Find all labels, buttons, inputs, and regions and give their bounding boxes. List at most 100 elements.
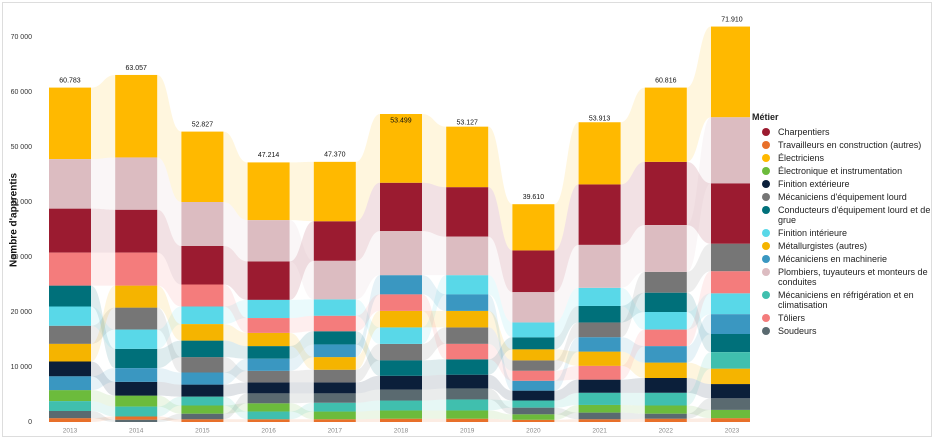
bar-segment [512,204,555,251]
ribbon [355,418,380,422]
ribbon [355,410,380,420]
y-tick-label: 50 000 [11,144,33,151]
legend-swatch [762,154,770,162]
bar-segment [313,382,356,394]
bar-segment [380,310,422,328]
ribbon [620,404,645,414]
ribbon [422,410,447,419]
y-tick-label: 10 000 [11,364,33,371]
ribbon [289,403,314,420]
legend-item: Électriciens [752,153,932,163]
legend-swatch [762,193,770,201]
ribbon [620,292,645,323]
bar-segment [313,402,356,412]
bar-segment [512,407,555,415]
bar-segment [49,411,91,419]
chart: Nombre d'apprentis 0 10 000 20 000 30 000 40… [9,16,750,435]
bar-segment [711,117,750,184]
legend-label: Électronique et instrumentation [778,166,903,176]
bar-segment [247,403,290,412]
ribbon [620,392,645,406]
legend-item: Électronique et instrumentation [752,166,932,176]
legend-swatch [762,229,770,237]
y-tick-label: 30 000 [11,254,33,261]
bar-segment [644,329,687,347]
legend-swatch [762,141,770,149]
total-label: 60.816 [655,77,677,84]
ribbon [223,358,248,385]
bar-segment [313,331,356,345]
bar-segment [380,327,422,344]
bar-segment [578,287,621,306]
ribbon [620,378,645,393]
legend-swatch [762,167,770,175]
ribbon [554,419,579,422]
bar-segment [49,208,91,253]
x-tick-label: 2013 [63,428,78,435]
ribbon [91,74,116,160]
bar-segment [578,322,621,338]
ribbon [289,402,314,420]
bar-segment [578,184,621,245]
bar-segment [247,162,290,221]
legend-swatch [762,291,770,299]
ribbon [289,161,314,222]
bar-segment [313,369,356,383]
bar-segment [644,292,687,312]
ribbon [289,382,314,394]
bar-segment [446,388,489,400]
legend-label: Mécaniciens d'équipement lourd [778,192,907,202]
ribbon [422,399,447,411]
ribbon [91,361,116,396]
ribbon [686,362,711,385]
bar-segment [446,399,489,411]
bar-segment [49,418,91,422]
bar-segment [512,390,555,401]
bar-segment [711,409,750,419]
ribbon [422,182,447,237]
bar-segment [380,114,422,183]
ribbon [223,246,248,300]
bar-segment [380,375,422,390]
bar-segment [181,202,224,246]
ribbon [355,294,380,332]
legend-label: Tôliers [778,313,806,323]
ribbon [488,294,513,391]
legend-label: Mécaniciens en machinerie [778,254,888,264]
bar-segment [247,358,290,371]
ribbon [620,337,645,363]
legend-item: Mécaniciens d'équipement lourd [752,192,932,202]
ribbon [620,351,645,378]
legend-title: Métier [752,112,779,122]
ribbon [223,299,248,325]
bar-segment [380,410,422,419]
ribbon [223,396,248,420]
ribbon [223,403,248,414]
bar-segment [512,419,555,422]
bar-segment [644,346,687,363]
legend-item: Métallurgistes (autres) [752,241,932,251]
x-tick-label: 2018 [394,428,409,435]
bar-segment [115,406,158,417]
ribbon [554,365,579,381]
x-tick-label: 2015 [195,428,210,435]
bar-segment [578,365,621,380]
ribbon [157,157,182,246]
ribbon [157,307,182,373]
ribbon [422,294,447,360]
bar-segment [247,220,290,262]
bar-segment [446,410,489,419]
bar-segment [644,362,687,378]
x-tick-label: 2020 [526,428,541,435]
y-axis-title: Nombre d'apprentis [9,173,20,267]
ribbon [91,285,116,369]
legend-swatch [762,180,770,188]
bar-segment [578,244,621,288]
ribbon [157,395,182,414]
legend-swatch [762,128,770,136]
ribbon [488,327,513,371]
ribbon [355,310,380,370]
bar-segment [644,378,687,393]
